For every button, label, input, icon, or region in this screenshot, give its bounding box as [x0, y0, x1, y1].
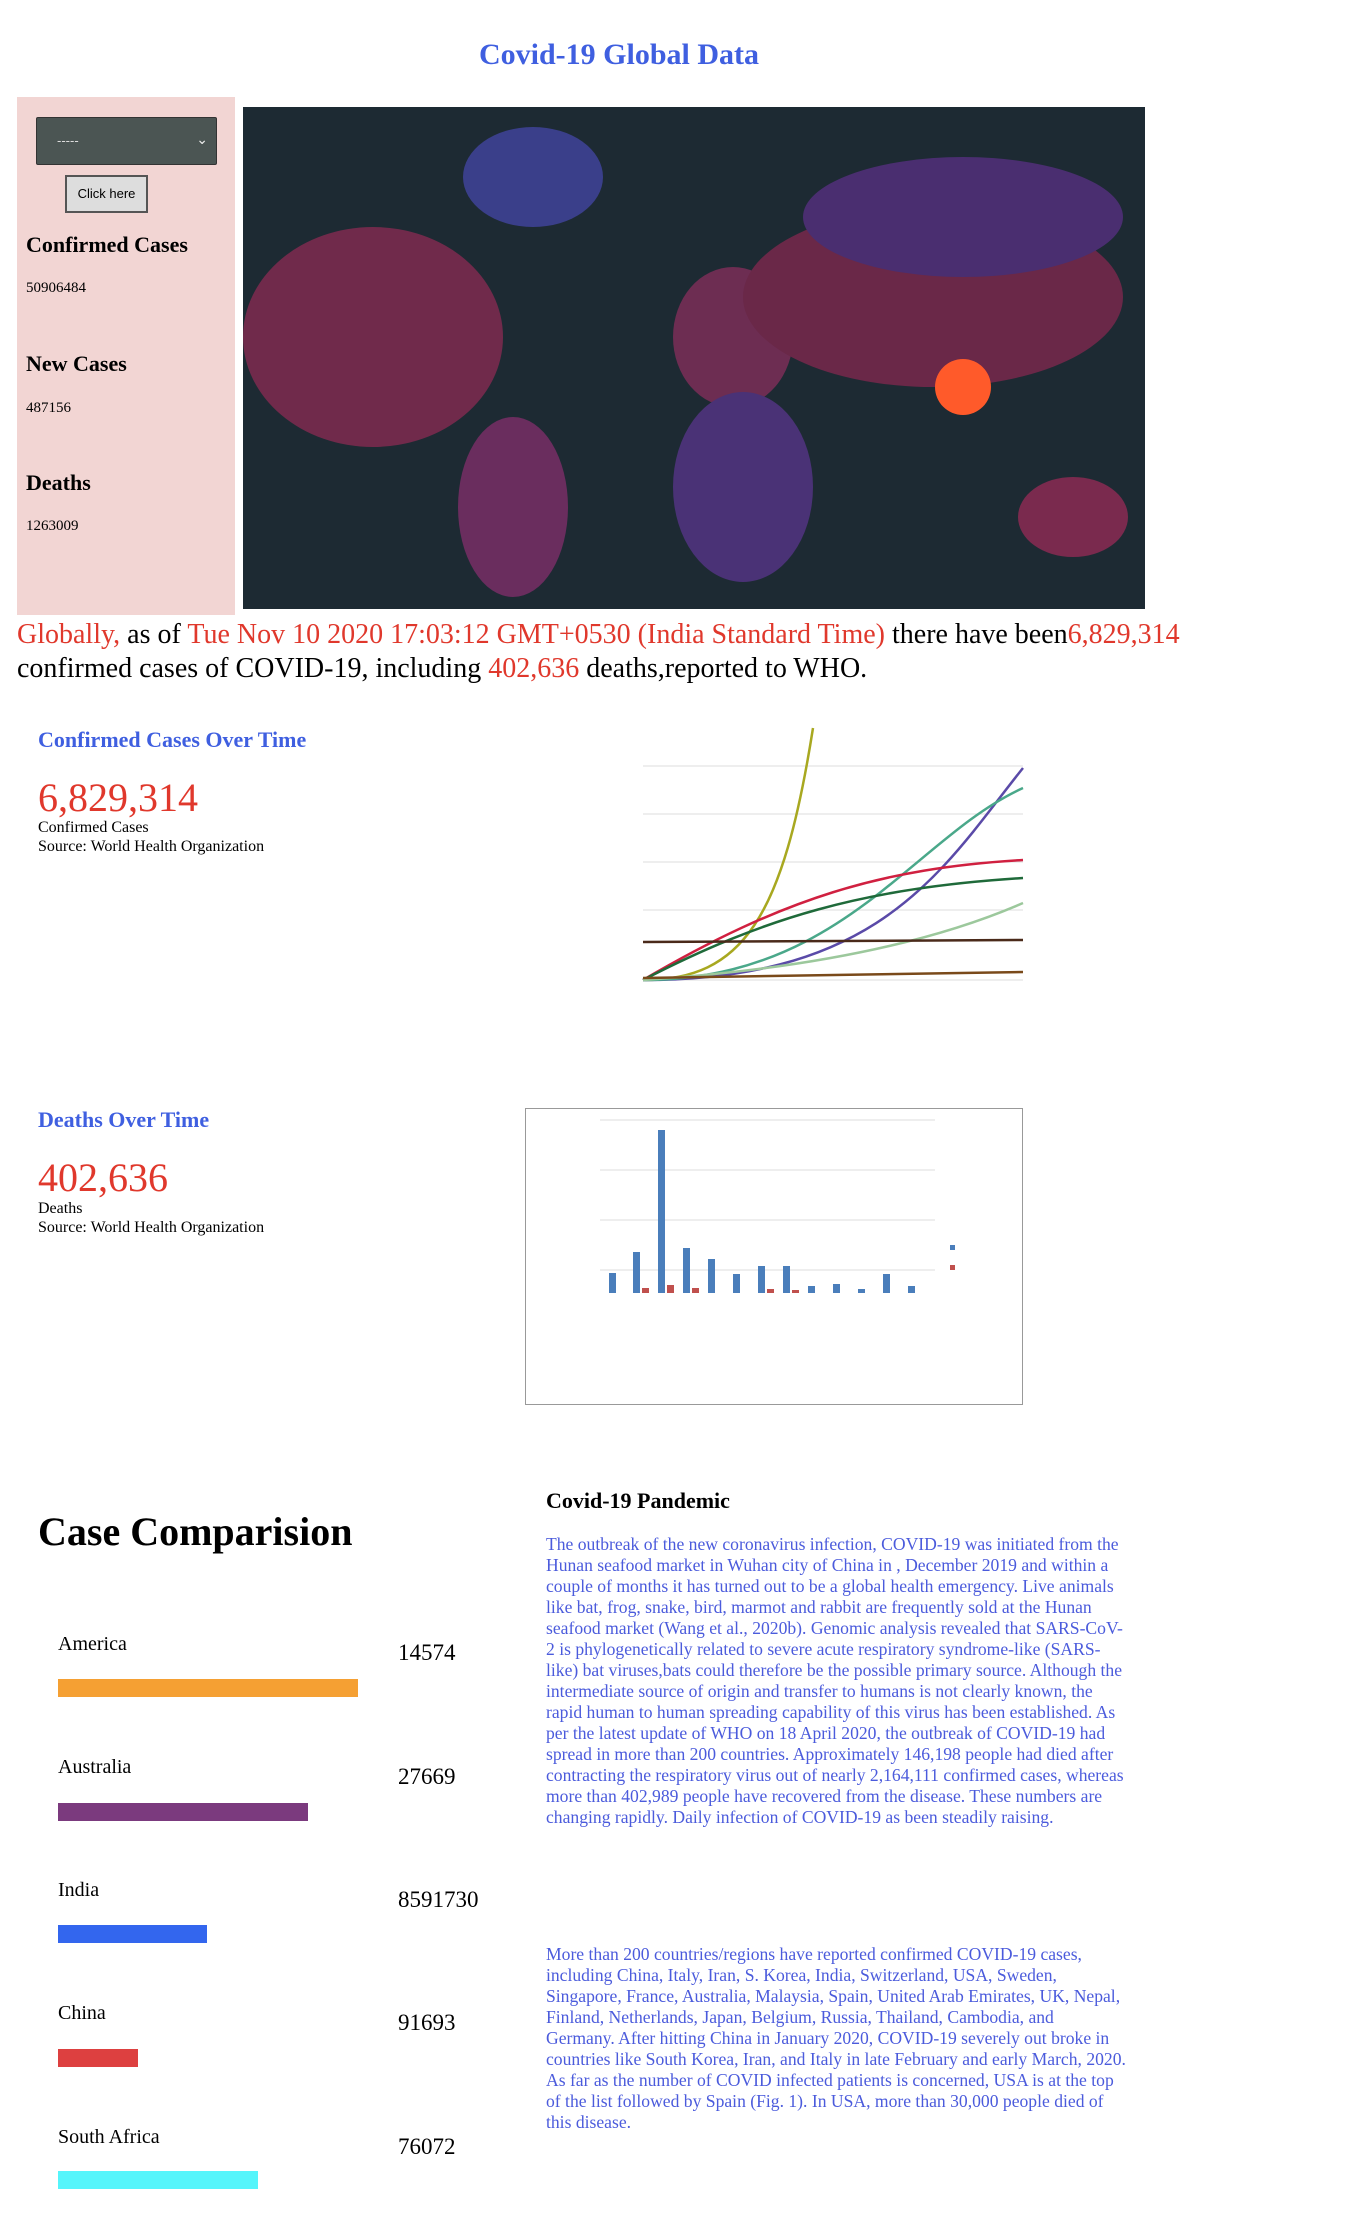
summary-part: there have been — [884, 619, 1068, 650]
item-value: 91693 — [398, 2010, 456, 2035]
item-name: India — [58, 1879, 100, 1901]
page-title: Covid-19 Global Data — [478, 38, 760, 71]
progress-bar — [58, 1803, 308, 1821]
item-name: South Africa — [58, 2126, 160, 2148]
infections-chart-image — [583, 718, 1095, 1024]
item-name: Australia — [58, 1756, 132, 1778]
section-title: Confirmed Cases Over Time — [38, 727, 307, 752]
article-paragraph: More than 200 countries/regions have rep… — [546, 1944, 1126, 2132]
item-name: America — [58, 1633, 127, 1655]
item-value: 27669 — [398, 1764, 456, 1789]
section-source: Source: World Health Organization — [38, 838, 265, 855]
click-button[interactable]: Click here — [65, 175, 148, 213]
section-caption: Confirmed Cases — [38, 819, 149, 836]
summary-part: deaths,reported to WHO. — [579, 653, 868, 684]
select-text: ----- — [57, 133, 79, 148]
section-caption: Deaths — [38, 1200, 83, 1217]
stat-value: 487156 — [26, 400, 71, 416]
progress-bar — [58, 1925, 207, 1943]
summary-part: as of — [120, 619, 188, 650]
section-title: Deaths Over Time — [38, 1107, 210, 1132]
select-arrow: ⌄ — [196, 131, 208, 147]
progress-bar — [58, 1679, 358, 1697]
summary-text: Globally, as of Tue Nov 10 2020 17:03:12… — [17, 618, 1197, 686]
article-paragraph: The outbreak of the new coronavirus infe… — [546, 1534, 1124, 1827]
section-value: 402,636 — [38, 1155, 168, 1200]
progress-bar — [58, 2171, 258, 2189]
item-value: 76072 — [398, 2134, 456, 2159]
item-value: 8591730 — [398, 1887, 479, 1912]
item-value: 14574 — [398, 1640, 456, 1665]
article-title: Covid-19 Pandemic — [546, 1488, 730, 1513]
summary-part: Tue Nov 10 2020 17:03:12 GMT+0530 (India… — [187, 619, 885, 650]
stat-value: 1263009 — [26, 518, 79, 534]
summary-part: 6,829,314 — [1067, 619, 1180, 650]
country-select[interactable]: ----- ⌄ — [36, 117, 217, 165]
summary-part: confirmed cases of COVID-19, including — [17, 653, 489, 684]
section-source: Source: World Health Organization — [38, 1219, 265, 1236]
item-name: China — [58, 2002, 106, 2024]
summary-part: Globally, — [17, 619, 121, 650]
section-value: 6,829,314 — [38, 775, 198, 820]
world-map — [243, 107, 1145, 609]
deaths-chart-image — [525, 1108, 1023, 1405]
comparison-title: Case Comparision — [38, 1509, 353, 1554]
stat-value: 50906484 — [26, 280, 86, 296]
stat-label: Deaths — [26, 470, 91, 495]
stat-label: Confirmed Cases — [26, 232, 188, 257]
progress-bar — [58, 2049, 138, 2067]
stat-label: New Cases — [26, 351, 127, 376]
summary-part: 402,636 — [488, 653, 580, 684]
